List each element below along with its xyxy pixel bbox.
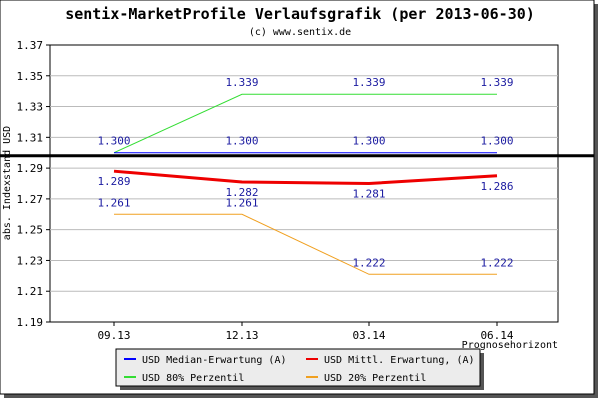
data-label: 1.300: [225, 135, 258, 148]
x-axis-title: Prognosehorizont: [462, 340, 558, 351]
data-label: 1.300: [97, 135, 130, 148]
legend-label: USD 80% Perzentil: [142, 373, 244, 384]
legend-label: USD Mittl. Erwartung, (A): [324, 355, 475, 366]
y-tick-label: 1.27: [17, 193, 44, 206]
y-tick-labels: 1.19 1.21 1.23 1.25 1.27 1.29 1.31 1.33 1.35 1.37: [17, 39, 44, 329]
y-tick-label: 1.35: [17, 70, 44, 83]
data-label: 1.339: [225, 76, 258, 89]
data-label: 1.281: [352, 188, 385, 201]
y-tick-label: 1.25: [17, 224, 44, 237]
grid-layer: [46, 44, 558, 326]
y-tick-label: 1.21: [17, 285, 44, 298]
x-tick-labels: 09.13 12.13 03.14 06.14: [97, 329, 513, 342]
data-label: 1.222: [352, 256, 385, 269]
data-label: 1.300: [352, 135, 385, 148]
data-label: 1.222: [480, 256, 513, 269]
data-label: 1.261: [225, 196, 258, 209]
series-layer: [0, 93, 594, 275]
x-tick-label: 09.13: [97, 329, 130, 342]
legend: USD Median-Erwartung (A) USD Mittl. Erwar…: [124, 355, 475, 384]
data-label: 1.289: [97, 175, 130, 188]
series-line-3: [114, 213, 497, 275]
data-label: 1.339: [480, 76, 513, 89]
data-label: 1.261: [97, 196, 130, 209]
y-tick-label: 1.31: [17, 131, 44, 144]
data-label: 1.286: [480, 180, 513, 193]
legend-label: USD Median-Erwartung (A): [142, 355, 287, 366]
chart-title: sentix-MarketProfile Verlaufsgrafik (per…: [65, 5, 535, 23]
y-tick-label: 1.37: [17, 39, 44, 52]
y-tick-label: 1.33: [17, 101, 44, 114]
data-label: 1.282: [225, 186, 258, 199]
y-axis-title: abs. Indexstand USD: [2, 126, 13, 240]
x-tick-label: 12.13: [225, 329, 258, 342]
data-labels: 1.300 1.300 1.300 1.300 1.289 1.282 1.281 1.286…: [97, 76, 513, 269]
x-tick-label: 03.14: [352, 329, 385, 342]
x-tick-label: 06.14: [480, 329, 513, 342]
series-line-2: [113, 93, 497, 154]
y-tick-label: 1.23: [17, 254, 44, 267]
chart-subtitle: (c) www.sentix.de: [249, 27, 351, 38]
y-tick-label: 1.29: [17, 162, 44, 175]
legend-label: USD 20% Perzentil: [324, 373, 426, 384]
data-label: 1.300: [480, 135, 513, 148]
series-line-1: [113, 169, 498, 186]
data-label: 1.339: [352, 76, 385, 89]
y-tick-label: 1.19: [17, 316, 44, 329]
legend-box: [115, 348, 481, 387]
